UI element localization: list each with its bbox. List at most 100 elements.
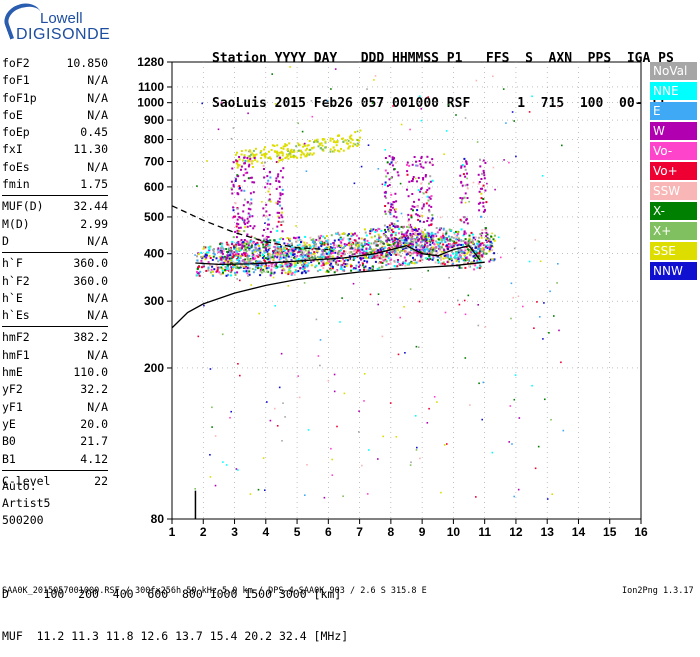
echo-point bbox=[340, 238, 343, 240]
echo-point bbox=[251, 255, 254, 258]
echo-point bbox=[415, 261, 418, 264]
echo-point bbox=[336, 149, 339, 152]
echo-point bbox=[280, 150, 283, 153]
echo-point bbox=[326, 239, 329, 242]
noise-point bbox=[197, 335, 200, 338]
echo-point bbox=[375, 248, 378, 251]
echo-point bbox=[387, 239, 389, 241]
noise-point bbox=[223, 248, 225, 250]
echo-point bbox=[405, 239, 408, 242]
noise-point bbox=[419, 214, 422, 217]
echo-point bbox=[437, 238, 440, 241]
echo-point bbox=[312, 253, 315, 256]
echo-point bbox=[230, 267, 233, 269]
echo-point bbox=[259, 270, 262, 273]
echo-point bbox=[278, 185, 281, 188]
echo-point bbox=[238, 257, 241, 260]
echo-point bbox=[428, 234, 431, 237]
echo-point bbox=[241, 247, 243, 250]
echo-point bbox=[466, 183, 469, 186]
echo-point bbox=[428, 210, 431, 213]
echo-point bbox=[221, 252, 224, 255]
noise-point bbox=[477, 304, 479, 306]
noise-point bbox=[280, 352, 283, 355]
echo-point bbox=[343, 250, 345, 253]
echo-point bbox=[288, 268, 291, 271]
param-value: N/A bbox=[87, 347, 108, 362]
echo-point bbox=[386, 172, 389, 175]
echo-point bbox=[386, 251, 388, 254]
echo-point bbox=[243, 198, 246, 201]
echo-point bbox=[342, 149, 345, 152]
echo-point bbox=[320, 245, 323, 248]
echo-point bbox=[410, 216, 413, 219]
echo-point bbox=[320, 142, 323, 145]
echo-point bbox=[275, 177, 278, 180]
noise-point bbox=[537, 445, 540, 448]
echo-point bbox=[273, 271, 276, 274]
echo-point bbox=[436, 241, 439, 244]
echo-point bbox=[371, 257, 374, 259]
echo-point bbox=[262, 246, 265, 249]
echo-point bbox=[247, 274, 250, 277]
echo-point bbox=[336, 259, 339, 262]
echo-point bbox=[256, 267, 259, 270]
y-tick-label: 300 bbox=[144, 294, 164, 308]
echo-point bbox=[330, 262, 333, 265]
echo-point bbox=[216, 266, 219, 269]
echo-point bbox=[421, 245, 424, 248]
echo-point bbox=[267, 253, 270, 256]
noise-point bbox=[522, 305, 524, 308]
echo-point bbox=[226, 266, 229, 269]
echo-point bbox=[464, 238, 467, 241]
echo-point bbox=[341, 252, 344, 255]
echo-point bbox=[335, 144, 338, 147]
echo-point bbox=[486, 247, 489, 249]
echo-point bbox=[243, 219, 246, 222]
param-value: N/A bbox=[87, 90, 108, 105]
echo-point bbox=[480, 197, 483, 200]
echo-point bbox=[230, 269, 233, 272]
echo-point bbox=[392, 225, 395, 227]
noise-point bbox=[274, 103, 277, 105]
noise-point bbox=[464, 313, 467, 316]
echo-point bbox=[399, 244, 402, 247]
echo-point bbox=[322, 255, 325, 258]
echo-point bbox=[267, 190, 270, 193]
echo-point bbox=[357, 247, 360, 249]
echo-point bbox=[238, 185, 241, 188]
echo-point bbox=[253, 155, 256, 158]
legend-item-vo-: Vo+ bbox=[650, 162, 697, 180]
echo-point bbox=[307, 249, 310, 252]
echo-point bbox=[249, 176, 252, 179]
echo-point bbox=[220, 262, 223, 265]
echo-point bbox=[239, 247, 242, 250]
echo-point bbox=[301, 258, 304, 261]
echo-point bbox=[285, 144, 288, 147]
param-row: foF1 N/A bbox=[2, 72, 108, 89]
echo-point bbox=[259, 264, 261, 267]
echo-point bbox=[221, 250, 224, 253]
noise-point bbox=[531, 95, 533, 98]
echo-point bbox=[224, 260, 227, 262]
echo-point bbox=[356, 139, 359, 142]
echo-point bbox=[429, 175, 432, 178]
param-key: hmF1 bbox=[2, 347, 30, 362]
echo-point bbox=[457, 251, 460, 254]
echo-point bbox=[455, 254, 458, 256]
echo-point bbox=[369, 255, 371, 257]
echo-point bbox=[237, 226, 240, 229]
echo-point bbox=[391, 206, 394, 209]
echo-point bbox=[342, 246, 345, 249]
echo-point bbox=[204, 246, 207, 249]
echo-point bbox=[295, 264, 297, 267]
echo-point bbox=[277, 154, 280, 157]
noise-point bbox=[304, 494, 306, 496]
echo-point bbox=[253, 236, 256, 239]
noise-point bbox=[221, 333, 224, 336]
echo-point bbox=[327, 252, 330, 255]
echo-point bbox=[423, 250, 426, 253]
echo-point bbox=[325, 247, 328, 250]
echo-point bbox=[295, 145, 298, 148]
echo-point bbox=[376, 254, 379, 257]
